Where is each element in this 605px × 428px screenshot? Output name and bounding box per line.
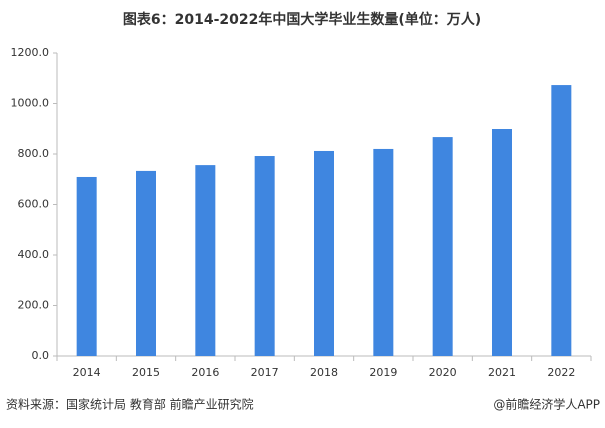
y-tick-label: 600.0 xyxy=(18,198,50,211)
y-tick-label: 1200.0 xyxy=(11,46,50,59)
bar xyxy=(195,165,216,356)
x-tick-label: 2016 xyxy=(191,366,219,379)
credit: @前瞻经济学人APP xyxy=(493,397,600,412)
x-tick-label: 2014 xyxy=(73,366,101,379)
bar xyxy=(432,137,453,356)
x-tick-label: 2022 xyxy=(547,366,575,379)
x-tick-label: 2019 xyxy=(369,366,397,379)
bar xyxy=(136,170,156,356)
bar xyxy=(492,129,512,356)
y-tick-label: 0.0 xyxy=(32,349,50,362)
bar xyxy=(314,150,334,356)
bar xyxy=(76,176,97,356)
chart-title: 图表6：2014-2022年中国大学毕业生数量(单位：万人) xyxy=(123,11,481,28)
x-tick-label: 2018 xyxy=(310,366,338,379)
y-tick-label: 800.0 xyxy=(18,147,50,160)
bar xyxy=(254,156,275,356)
y-tick-label: 1000.0 xyxy=(11,97,50,110)
source: 资料来源：国家统计局 教育部 前瞻产业研究院 xyxy=(6,397,254,412)
y-tick-label: 200.0 xyxy=(18,299,50,312)
bar xyxy=(373,148,394,356)
y-tick-label: 400.0 xyxy=(18,248,50,261)
x-tick-label: 2020 xyxy=(429,366,457,379)
bar xyxy=(551,85,572,356)
x-tick-label: 2015 xyxy=(132,366,160,379)
x-tick-label: 2017 xyxy=(251,366,279,379)
x-tick-label: 2021 xyxy=(488,366,516,379)
